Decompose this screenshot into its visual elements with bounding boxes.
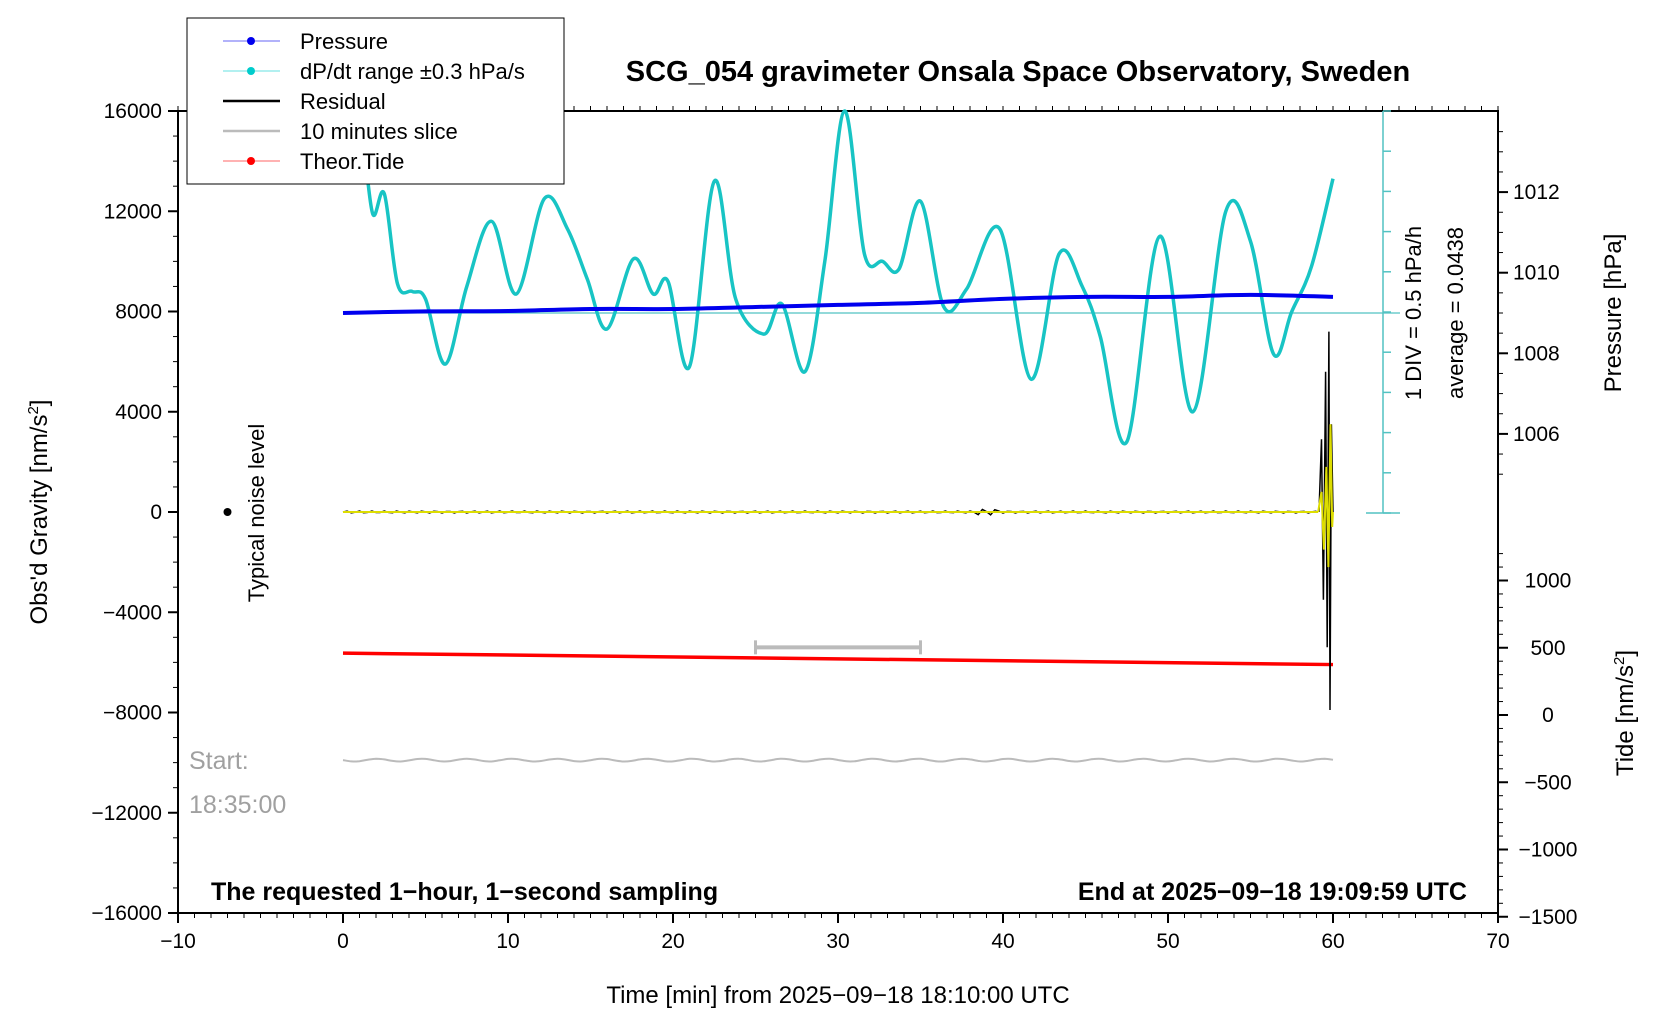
pressure-axis-label: Pressure [hPa] <box>1600 234 1627 393</box>
tide-tick-label: −1000 <box>1519 839 1578 862</box>
legend-label: Residual <box>300 89 386 114</box>
legend-label: dP/dt range ±0.3 hPa/s <box>300 59 525 84</box>
start-label: Start: <box>189 747 249 775</box>
pressure-tick-label: 1006 <box>1513 423 1560 446</box>
x-tick-label: 70 <box>1486 930 1509 953</box>
legend-swatch-marker <box>247 67 255 75</box>
legend-swatch-marker <box>247 37 255 45</box>
pressure-trace <box>342 292 1334 315</box>
x-tick-label: −10 <box>160 930 196 953</box>
footer-right-note: End at 2025−09−18 19:09:59 UTC <box>1078 878 1467 906</box>
y-left-tick-label: −12000 <box>91 802 162 825</box>
x-tick-label: 50 <box>1156 930 1179 953</box>
y-left-tick-label: 4000 <box>115 401 162 424</box>
y-left-axis-ticks: 16000 12000 8000 4000 0 −4000 −8000 −12000 −1600… <box>91 100 178 925</box>
noise-level-label: Typical noise level <box>244 424 269 603</box>
pressure-tick-label: 1012 <box>1513 181 1560 204</box>
tide-line <box>342 651 1334 667</box>
tide-tick-label: 0 <box>1542 704 1554 727</box>
x-axis-label: Time [min] from 2025−09−18 18:10:00 UTC <box>606 982 1069 1009</box>
tide-axis-label: Tide [nm/s2] <box>1611 650 1639 776</box>
tide-axis-ticks: 1000 500 0 −500 −1000 −1500 <box>1498 553 1578 929</box>
dpdt-trace <box>361 109 1335 446</box>
tide-tick-label: −1500 <box>1519 906 1578 929</box>
legend-label: Theor.Tide <box>300 149 404 174</box>
y-left-tick-label: −4000 <box>103 601 162 624</box>
legend-label: 10 minutes slice <box>300 119 458 144</box>
legend-items: Pressure dP/dt range ±0.3 hPa/s Residual 10… <box>223 29 525 174</box>
y-left-tick-label: −16000 <box>91 902 162 925</box>
x-tick-label: 60 <box>1321 930 1344 953</box>
tide-tick-label: −500 <box>1524 771 1571 794</box>
tide-tick-label: 1000 <box>1525 570 1572 593</box>
x-axis-ticks: −10 0 10 20 30 40 50 60 70 <box>160 913 1510 953</box>
x-tick-label: 40 <box>991 930 1014 953</box>
x-tick-label: 0 <box>337 930 349 953</box>
x-tick-label: 30 <box>826 930 849 953</box>
y-left-tick-label: 8000 <box>115 301 162 324</box>
series-layer <box>342 109 1335 763</box>
dpdt-average-label: average = 0.0438 <box>1443 227 1468 399</box>
tide-tick-label: 500 <box>1530 637 1565 660</box>
legend-swatch-marker <box>247 157 255 165</box>
start-time: 18:35:00 <box>189 791 286 819</box>
residual-burst <box>1318 331 1334 711</box>
noise-level-marker <box>223 508 232 516</box>
residual-filtered-burst <box>1317 424 1334 568</box>
dpdt-scale-label: 1 DIV = 0.5 hPa/h <box>1401 226 1426 400</box>
y-left-axis-label: Obs'd Gravity [nm/s2] <box>25 400 53 625</box>
x-tick-label: 10 <box>496 930 519 953</box>
slice-trace <box>342 757 1334 763</box>
footer-left-note: The requested 1−hour, 1−second sampling <box>211 878 718 906</box>
legend-label: Pressure <box>300 29 388 54</box>
chart-title: SCG_054 gravimeter Onsala Space Observat… <box>626 56 1410 88</box>
y-left-tick-label: 12000 <box>104 200 162 223</box>
pressure-tick-label: 1008 <box>1513 342 1560 365</box>
y-left-tick-label: 0 <box>150 501 162 524</box>
y-left-tick-label: 16000 <box>104 100 162 123</box>
pressure-tick-label: 1010 <box>1513 262 1560 285</box>
pressure-axis-ticks: 1012 1010 1008 1006 <box>1498 131 1560 475</box>
x-tick-label: 20 <box>661 930 684 953</box>
legend: Pressure dP/dt range ±0.3 hPa/s Residual 10… <box>186 17 565 185</box>
y-left-tick-label: −8000 <box>103 702 162 725</box>
dpdt-scale-ticks <box>1383 110 1391 514</box>
